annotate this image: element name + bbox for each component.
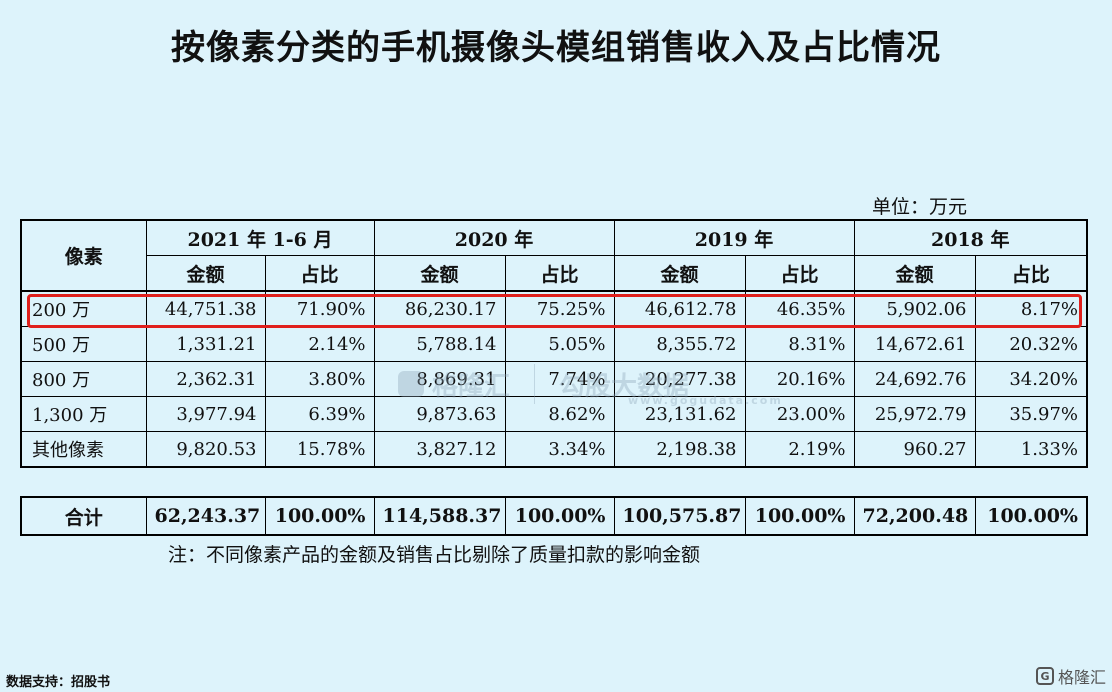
brand-name: 格隆汇 bbox=[1057, 668, 1106, 687]
table-cell: 25,972.79 bbox=[853, 396, 976, 432]
table-cell: 5.05% bbox=[504, 326, 615, 362]
watermark-logo-icon bbox=[398, 371, 424, 397]
share-header: 占比 bbox=[744, 255, 855, 292]
table-cell: 100.00% bbox=[744, 496, 855, 536]
table-cell: 23,131.62 bbox=[613, 396, 746, 432]
amount-header: 金额 bbox=[145, 255, 266, 292]
year-header-row: 像素 2021 年 1-6 月 2020 年 2019 年 2018 年 bbox=[20, 219, 1088, 292]
table-cell: 62,243.37 bbox=[145, 496, 266, 536]
table-cell: 960.27 bbox=[853, 431, 976, 468]
unit-label: 单位：万元 bbox=[872, 196, 968, 218]
brand-logo: G 格隆汇 bbox=[1035, 664, 1106, 688]
table-cell: 2.19% bbox=[744, 431, 855, 468]
row-label: 1,300 万 bbox=[20, 396, 147, 432]
table-cell: 3,827.12 bbox=[373, 431, 506, 468]
table-cell: 6.39% bbox=[264, 396, 375, 432]
table-cell: 100,575.87 bbox=[613, 496, 746, 536]
total-table: 合计 62,243.37 100.00% 114,588.37 100.00% … bbox=[20, 496, 1088, 536]
table-cell: 23.00% bbox=[744, 396, 855, 432]
table-cell: 86,230.17 bbox=[373, 290, 506, 327]
table-cell: 15.78% bbox=[264, 431, 375, 468]
sub-header-row: 金额 占比 金额 占比 金额 占比 金额 占比 bbox=[21, 255, 1088, 292]
table-cell: 8.17% bbox=[974, 290, 1088, 327]
watermark-left: 格隆汇 bbox=[432, 371, 511, 402]
table-cell: 1,331.21 bbox=[145, 326, 266, 362]
table-cell: 71.90% bbox=[264, 290, 375, 327]
source-label: 数据支持：招股书 bbox=[6, 675, 111, 690]
share-header: 占比 bbox=[974, 255, 1088, 292]
table-cell: 114,588.37 bbox=[373, 496, 506, 536]
table-cell: 100.00% bbox=[264, 496, 375, 536]
table-note: 注：不同像素产品的金额及销售占比剔除了质量扣款的影响金额 bbox=[168, 544, 701, 566]
total-row: 合计 62,243.37 100.00% 114,588.37 100.00% … bbox=[20, 496, 1088, 536]
table-cell: 72,200.48 bbox=[853, 496, 976, 536]
table-cell: 9,820.53 bbox=[145, 431, 266, 468]
table-cell: 34.20% bbox=[974, 361, 1088, 397]
table-cell: 2,362.31 bbox=[145, 361, 266, 397]
table-cell: 9,873.63 bbox=[373, 396, 506, 432]
table-row: 200 万 44,751.38 71.90% 86,230.17 75.25% 46,61… bbox=[20, 290, 1088, 327]
table-cell: 2.14% bbox=[264, 326, 375, 362]
table-cell: 100.00% bbox=[974, 496, 1088, 536]
table-cell: 1.33% bbox=[974, 431, 1088, 468]
table-row: 800 万 2,362.31 3.80% 8,869.31 7.74% 20,277.38… bbox=[20, 361, 1088, 397]
table-cell: 5,902.06 bbox=[853, 290, 976, 327]
table-cell: 3.34% bbox=[504, 431, 615, 468]
watermark-divider bbox=[534, 364, 536, 404]
pixel-column-header: 像素 bbox=[20, 219, 147, 292]
sales-table: 像素 2021 年 1-6 月 2020 年 2019 年 2018 年 金额 … bbox=[20, 219, 1088, 468]
share-header: 占比 bbox=[264, 255, 375, 292]
total-label: 合计 bbox=[20, 496, 147, 536]
table-body: 200 万 44,751.38 71.90% 86,230.17 75.25% 46,61… bbox=[20, 290, 1088, 468]
table-cell: 8.31% bbox=[744, 326, 855, 362]
table-cell: 100.00% bbox=[504, 496, 615, 536]
table-cell: 75.25% bbox=[504, 290, 615, 327]
year-header: 2019 年 bbox=[613, 219, 855, 256]
table-row: 1,300 万 3,977.94 6.39% 9,873.63 8.62% 23,131.… bbox=[20, 396, 1088, 432]
table-cell: 20.16% bbox=[744, 361, 855, 397]
table-cell: 44,751.38 bbox=[145, 290, 266, 327]
year-header: 2018 年 bbox=[853, 219, 1088, 256]
brand-icon: G bbox=[1035, 667, 1054, 685]
table-cell: 35.97% bbox=[974, 396, 1088, 432]
table-cell: 14,672.61 bbox=[853, 326, 976, 362]
amount-header: 金额 bbox=[373, 255, 506, 292]
watermark-url: www.gogudata.com bbox=[628, 394, 783, 407]
table-cell: 46,612.78 bbox=[613, 290, 746, 327]
year-header: 2020 年 bbox=[373, 219, 615, 256]
table-cell: 20.32% bbox=[974, 326, 1088, 362]
page-title: 按像素分类的手机摄像头模组销售收入及占比情况 bbox=[171, 28, 941, 68]
table-cell: 8,355.72 bbox=[613, 326, 746, 362]
table-cell: 3.80% bbox=[264, 361, 375, 397]
share-header: 占比 bbox=[504, 255, 615, 292]
watermark-right: 勾股大数据 bbox=[559, 371, 690, 402]
amount-header: 金额 bbox=[613, 255, 746, 292]
table-row: 500 万 1,331.21 2.14% 5,788.14 5.05% 8,355.72 8… bbox=[20, 326, 1088, 362]
table-cell: 5,788.14 bbox=[373, 326, 506, 362]
amount-header: 金额 bbox=[853, 255, 976, 292]
watermark: 格隆汇 勾股大数据 www.gogudata.com bbox=[398, 364, 781, 407]
row-label: 其他像素 bbox=[20, 431, 147, 468]
row-label: 200 万 bbox=[20, 290, 147, 327]
year-header: 2021 年 1-6 月 bbox=[145, 219, 375, 256]
table-cell: 46.35% bbox=[744, 290, 855, 327]
table-cell: 24,692.76 bbox=[853, 361, 976, 397]
row-label: 500 万 bbox=[20, 326, 147, 362]
table-row: 其他像素 9,820.53 15.78% 3,827.12 3.34% 2,198.38 2… bbox=[20, 431, 1088, 468]
table-cell: 3,977.94 bbox=[145, 396, 266, 432]
row-label: 800 万 bbox=[20, 361, 147, 397]
table-cell: 2,198.38 bbox=[613, 431, 746, 468]
